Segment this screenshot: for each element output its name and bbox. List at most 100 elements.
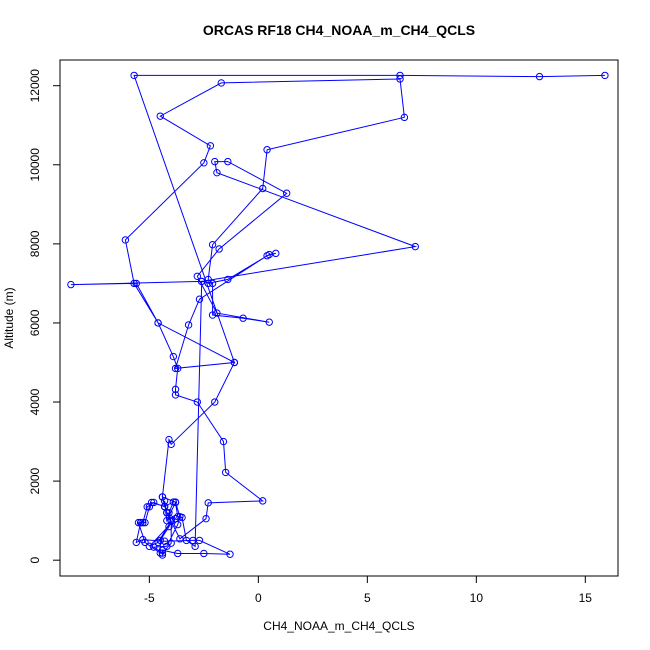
chart-title: ORCAS RF18 CH4_NOAA_m_CH4_QCLS <box>203 22 475 38</box>
data-point <box>200 159 208 167</box>
data-point <box>193 398 202 406</box>
data-point <box>213 168 221 177</box>
data-point <box>158 551 167 559</box>
data-point <box>217 79 225 87</box>
y-axis: 0 2000 4000 6000 8000 10000 12000 <box>28 69 61 564</box>
data-point <box>396 71 404 80</box>
x-tick-label: 15 <box>579 591 593 605</box>
y-axis-label: Altitude (m) <box>2 287 16 348</box>
series-ch4-difference <box>67 71 609 559</box>
y-tick-label: 2000 <box>28 467 42 494</box>
data-point <box>156 549 164 557</box>
data-point <box>171 391 180 399</box>
data-point <box>191 542 199 551</box>
x-tick-label: -5 <box>144 591 155 605</box>
y-tick-label: 0 <box>28 557 42 564</box>
x-tick-label: 10 <box>470 591 484 605</box>
data-point <box>143 503 151 511</box>
data-point <box>411 242 419 251</box>
data-point <box>163 542 171 551</box>
series-line <box>70 74 605 555</box>
data-point <box>230 358 239 367</box>
data-point <box>204 499 212 507</box>
x-tick-label: 5 <box>364 591 371 605</box>
data-point <box>163 509 171 517</box>
data-point <box>158 493 167 501</box>
data-point <box>136 518 145 527</box>
data-point <box>204 279 212 288</box>
plot-area <box>59 59 619 577</box>
data-point <box>259 497 267 505</box>
data-point <box>535 72 544 81</box>
data-point <box>165 509 173 517</box>
data-point <box>160 497 169 505</box>
data-point <box>156 536 164 545</box>
data-point <box>400 113 409 122</box>
data-point <box>169 352 178 361</box>
data-point <box>156 112 164 120</box>
data-point <box>601 71 609 80</box>
data-point <box>67 280 75 289</box>
x-axis-label: CH4_NOAA_m_CH4_QCLS <box>263 619 414 633</box>
data-point <box>259 184 267 193</box>
data-point <box>208 311 217 319</box>
data-point <box>178 513 186 522</box>
data-point <box>130 71 138 80</box>
data-point <box>263 252 271 260</box>
x-axis: -5 0 5 10 15 <box>144 575 593 605</box>
data-point <box>174 364 182 373</box>
data-point <box>272 249 280 258</box>
data-point <box>145 542 154 551</box>
data-point <box>141 538 149 547</box>
data-point <box>132 279 140 288</box>
data-point <box>211 157 219 166</box>
data-point <box>263 146 271 154</box>
y-tick-label: 12000 <box>28 69 42 103</box>
data-point <box>182 536 191 545</box>
y-tick-label: 4000 <box>28 388 42 415</box>
data-point <box>184 321 193 329</box>
y-tick-label: 10000 <box>28 148 42 182</box>
data-point <box>224 157 232 166</box>
data-point <box>150 498 158 507</box>
data-point <box>154 319 162 327</box>
data-point <box>147 498 156 507</box>
data-point <box>215 245 223 253</box>
data-point <box>211 398 219 406</box>
x-tick-label: 0 <box>255 591 262 605</box>
data-point <box>208 279 217 288</box>
data-point <box>167 516 175 525</box>
data-point <box>202 514 210 523</box>
data-point <box>154 538 162 547</box>
data-point <box>213 309 221 317</box>
data-point <box>226 550 234 558</box>
data-point <box>121 236 130 244</box>
data-point <box>158 549 167 557</box>
data-point <box>163 516 171 525</box>
data-point <box>165 435 173 444</box>
data-point <box>197 277 206 286</box>
data-point <box>145 503 154 511</box>
data-point <box>200 549 208 558</box>
data-point <box>206 142 215 150</box>
data-point <box>208 240 217 249</box>
data-point <box>174 512 182 521</box>
data-point <box>396 75 404 83</box>
data-point <box>265 318 273 326</box>
y-tick-label: 6000 <box>28 309 42 336</box>
data-point <box>174 549 182 558</box>
data-point <box>134 518 143 527</box>
data-point <box>239 314 247 322</box>
data-point <box>167 440 175 449</box>
data-point <box>132 538 140 547</box>
data-point <box>224 275 232 284</box>
data-point <box>130 279 138 288</box>
data-point <box>139 518 147 527</box>
data-point <box>171 385 180 394</box>
data-point <box>193 272 202 280</box>
y-tick-label: 8000 <box>28 230 42 257</box>
data-point <box>204 275 212 284</box>
data-point <box>171 498 180 507</box>
data-point <box>282 189 291 197</box>
